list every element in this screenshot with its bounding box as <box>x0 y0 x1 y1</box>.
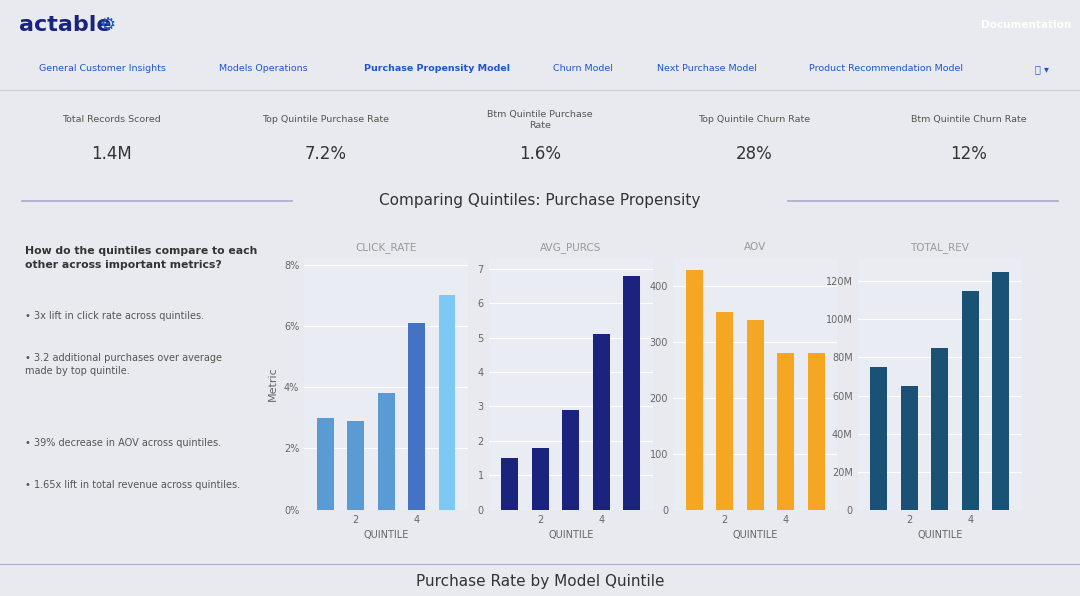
X-axis label: QUINTILE: QUINTILE <box>732 530 778 540</box>
Text: Total Records Scored: Total Records Scored <box>62 116 161 125</box>
Bar <box>348 421 364 510</box>
Text: 7.2%: 7.2% <box>305 145 347 163</box>
Text: 28%: 28% <box>735 145 772 163</box>
Bar <box>408 323 426 510</box>
X-axis label: QUINTILE: QUINTILE <box>364 530 409 540</box>
X-axis label: QUINTILE: QUINTILE <box>548 530 593 540</box>
Title: CLICK_RATE: CLICK_RATE <box>355 242 417 253</box>
Bar <box>623 276 640 510</box>
Text: Purchase Propensity Model: Purchase Propensity Model <box>364 64 511 73</box>
Bar <box>378 393 394 510</box>
Text: How do the quintiles compare to each
other across important metrics?: How do the quintiles compare to each oth… <box>25 246 257 269</box>
Y-axis label: Metric: Metric <box>268 367 279 402</box>
Bar <box>593 334 609 510</box>
Text: Comparing Quintiles: Purchase Propensity: Comparing Quintiles: Purchase Propensity <box>379 194 701 209</box>
Bar <box>808 353 824 510</box>
Bar <box>532 448 549 510</box>
Title: AOV: AOV <box>744 242 767 252</box>
Bar <box>316 418 334 510</box>
Text: 1.6%: 1.6% <box>519 145 561 163</box>
Text: actable: actable <box>19 15 112 35</box>
Text: 1.4M: 1.4M <box>91 145 132 163</box>
Text: Churn Model: Churn Model <box>553 64 613 73</box>
Text: General Customer Insights: General Customer Insights <box>39 64 166 73</box>
Title: AVG_PURCS: AVG_PURCS <box>540 242 602 253</box>
Text: Product Recommendation Model: Product Recommendation Model <box>809 64 962 73</box>
Text: • 3x lift in click rate across quintiles.: • 3x lift in click rate across quintiles… <box>25 311 204 321</box>
Bar <box>686 270 703 510</box>
Bar <box>931 348 948 510</box>
Text: Btm Quintile Purchase
Rate: Btm Quintile Purchase Rate <box>487 110 593 130</box>
Text: Top Quintile Churn Rate: Top Quintile Churn Rate <box>698 116 810 125</box>
X-axis label: QUINTILE: QUINTILE <box>917 530 962 540</box>
Text: Top Quintile Purchase Rate: Top Quintile Purchase Rate <box>262 116 389 125</box>
Text: 12%: 12% <box>950 145 987 163</box>
Bar <box>778 353 794 510</box>
Bar <box>870 367 888 510</box>
Text: • 1.65x lift in total revenue across quintiles.: • 1.65x lift in total revenue across qui… <box>25 480 240 491</box>
Bar <box>901 386 918 510</box>
Bar <box>962 291 978 510</box>
Text: Models Operations: Models Operations <box>219 64 308 73</box>
Text: • 3.2 additional purchases over average
made by top quintile.: • 3.2 additional purchases over average … <box>25 353 222 376</box>
Bar <box>501 458 518 510</box>
Text: Next Purchase Model: Next Purchase Model <box>658 64 757 73</box>
Text: 👤 ▾: 👤 ▾ <box>1036 64 1049 74</box>
Bar <box>716 312 733 510</box>
Text: ⚙: ⚙ <box>99 16 116 34</box>
Text: • 39% decrease in AOV across quintiles.: • 39% decrease in AOV across quintiles. <box>25 438 221 448</box>
Bar <box>993 272 1009 510</box>
Text: Purchase Rate by Model Quintile: Purchase Rate by Model Quintile <box>416 574 664 589</box>
Bar <box>563 410 579 510</box>
Bar <box>438 295 456 510</box>
Text: Btm Quintile Churn Rate: Btm Quintile Churn Rate <box>910 116 1026 125</box>
Text: Documentation: Documentation <box>981 20 1071 30</box>
Bar <box>747 320 764 510</box>
Title: TOTAL_REV: TOTAL_REV <box>910 242 969 253</box>
